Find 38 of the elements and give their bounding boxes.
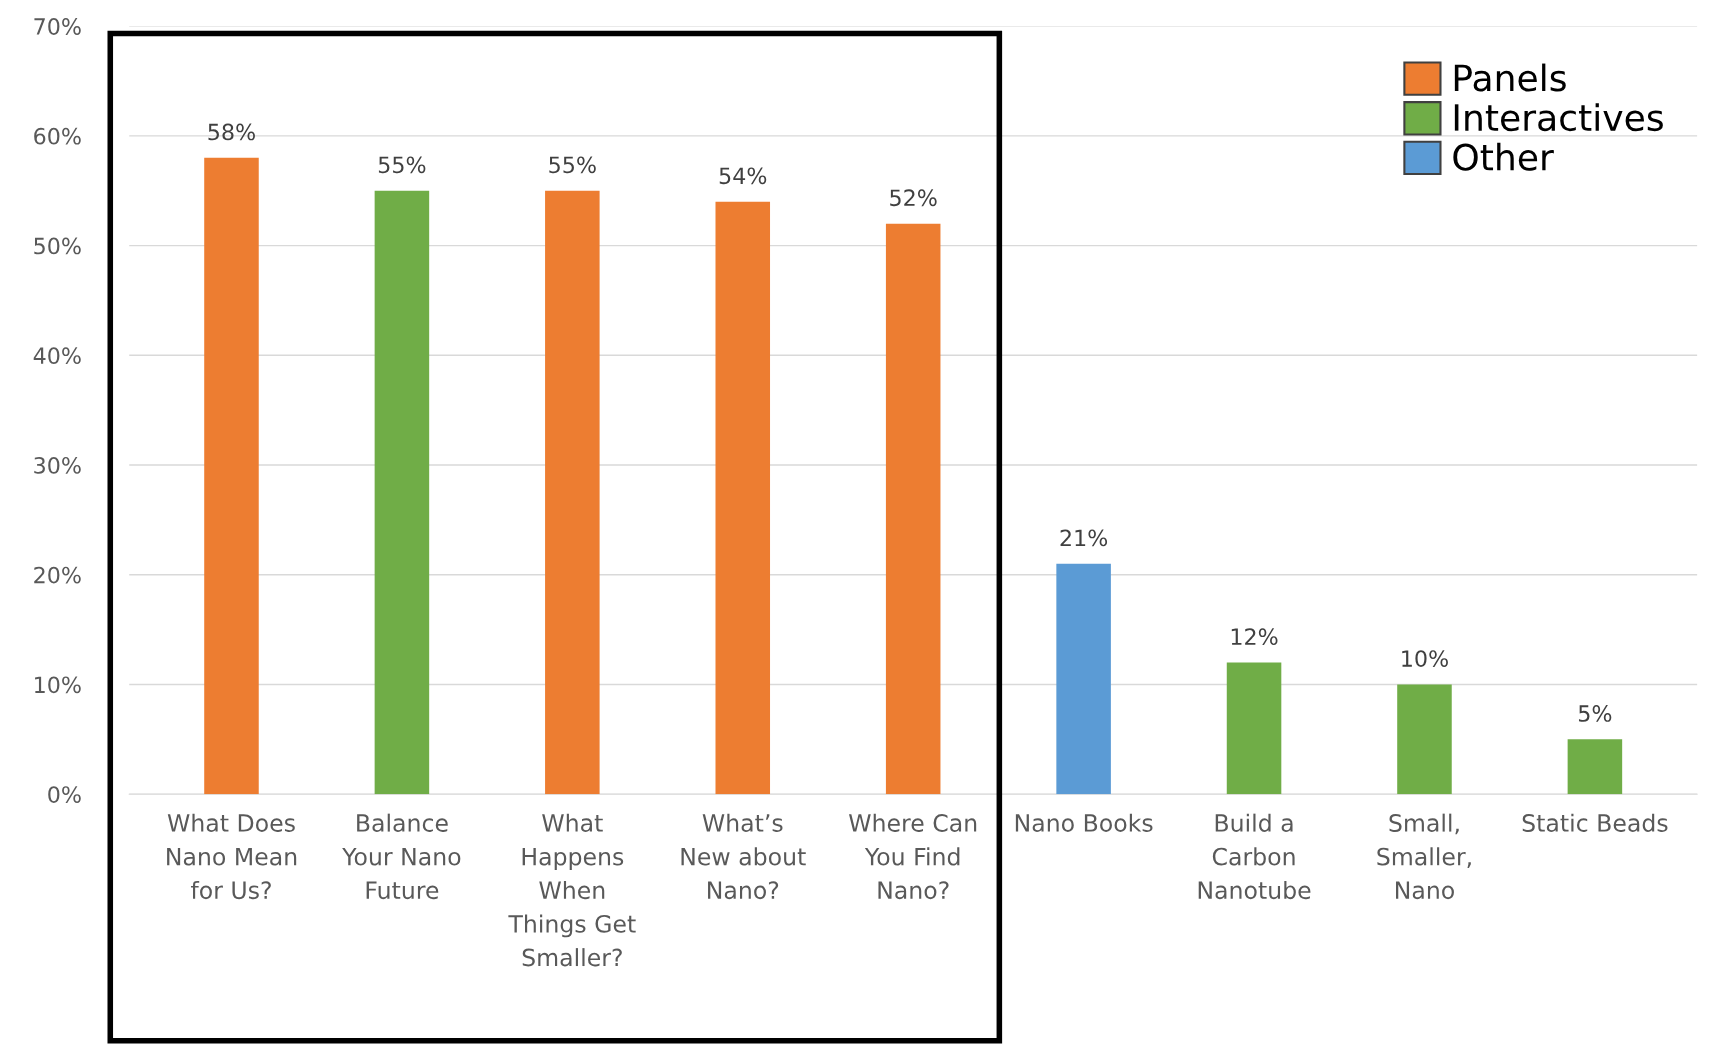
- y-tick-label: 60%: [34, 127, 81, 145]
- bar: [204, 157, 259, 795]
- x-tick-label: Where Can You Find Nano?: [848, 813, 977, 900]
- bar: [1226, 662, 1282, 795]
- y-tick-label: 20%: [34, 566, 81, 584]
- text: 21%: [1060, 529, 1108, 547]
- y-tick-label: 50%: [34, 237, 81, 255]
- text: 52%: [890, 189, 937, 207]
- text: 55%: [549, 156, 596, 174]
- text: 54%: [719, 167, 767, 185]
- text: 55%: [378, 156, 426, 174]
- text: 12%: [1231, 628, 1278, 646]
- y-tick-label: 40%: [33, 347, 81, 365]
- x-tick-label: What Happens When Things Get Smaller?: [508, 813, 636, 967]
- y-tick-label: 10%: [35, 676, 81, 694]
- y-tick-label: 0%: [48, 786, 81, 803]
- text: 10%: [1402, 650, 1448, 667]
- bar: [1397, 684, 1452, 795]
- legend-label: Interactives: [1454, 103, 1663, 132]
- bar: [545, 190, 600, 795]
- x-tick-label: What’s New about Nano?: [681, 813, 806, 900]
- bar: [885, 223, 941, 795]
- x-tick-label: Build a Carbon Nanotube: [1198, 813, 1311, 900]
- y-tick-label: 30%: [34, 456, 81, 474]
- legend-label: Other: [1453, 142, 1554, 171]
- x-tick-label: Balance Your Nano Future: [342, 813, 461, 900]
- bar: [374, 190, 430, 795]
- x-tick-label: Static Beads: [1522, 813, 1668, 832]
- bar: [1056, 563, 1111, 795]
- text: 58%: [208, 123, 255, 141]
- bar: [715, 201, 771, 795]
- text: 5%: [1578, 705, 1612, 722]
- x-tick-label: Small, Smaller, Nano: [1377, 813, 1471, 900]
- x-tick-label: Nano Books: [1015, 813, 1153, 832]
- x-tick-label: What Does Nano Mean for Us?: [167, 813, 297, 900]
- y-tick-label: 70%: [34, 18, 81, 35]
- bar: [1567, 739, 1623, 795]
- legend-label: Panels: [1454, 63, 1566, 92]
